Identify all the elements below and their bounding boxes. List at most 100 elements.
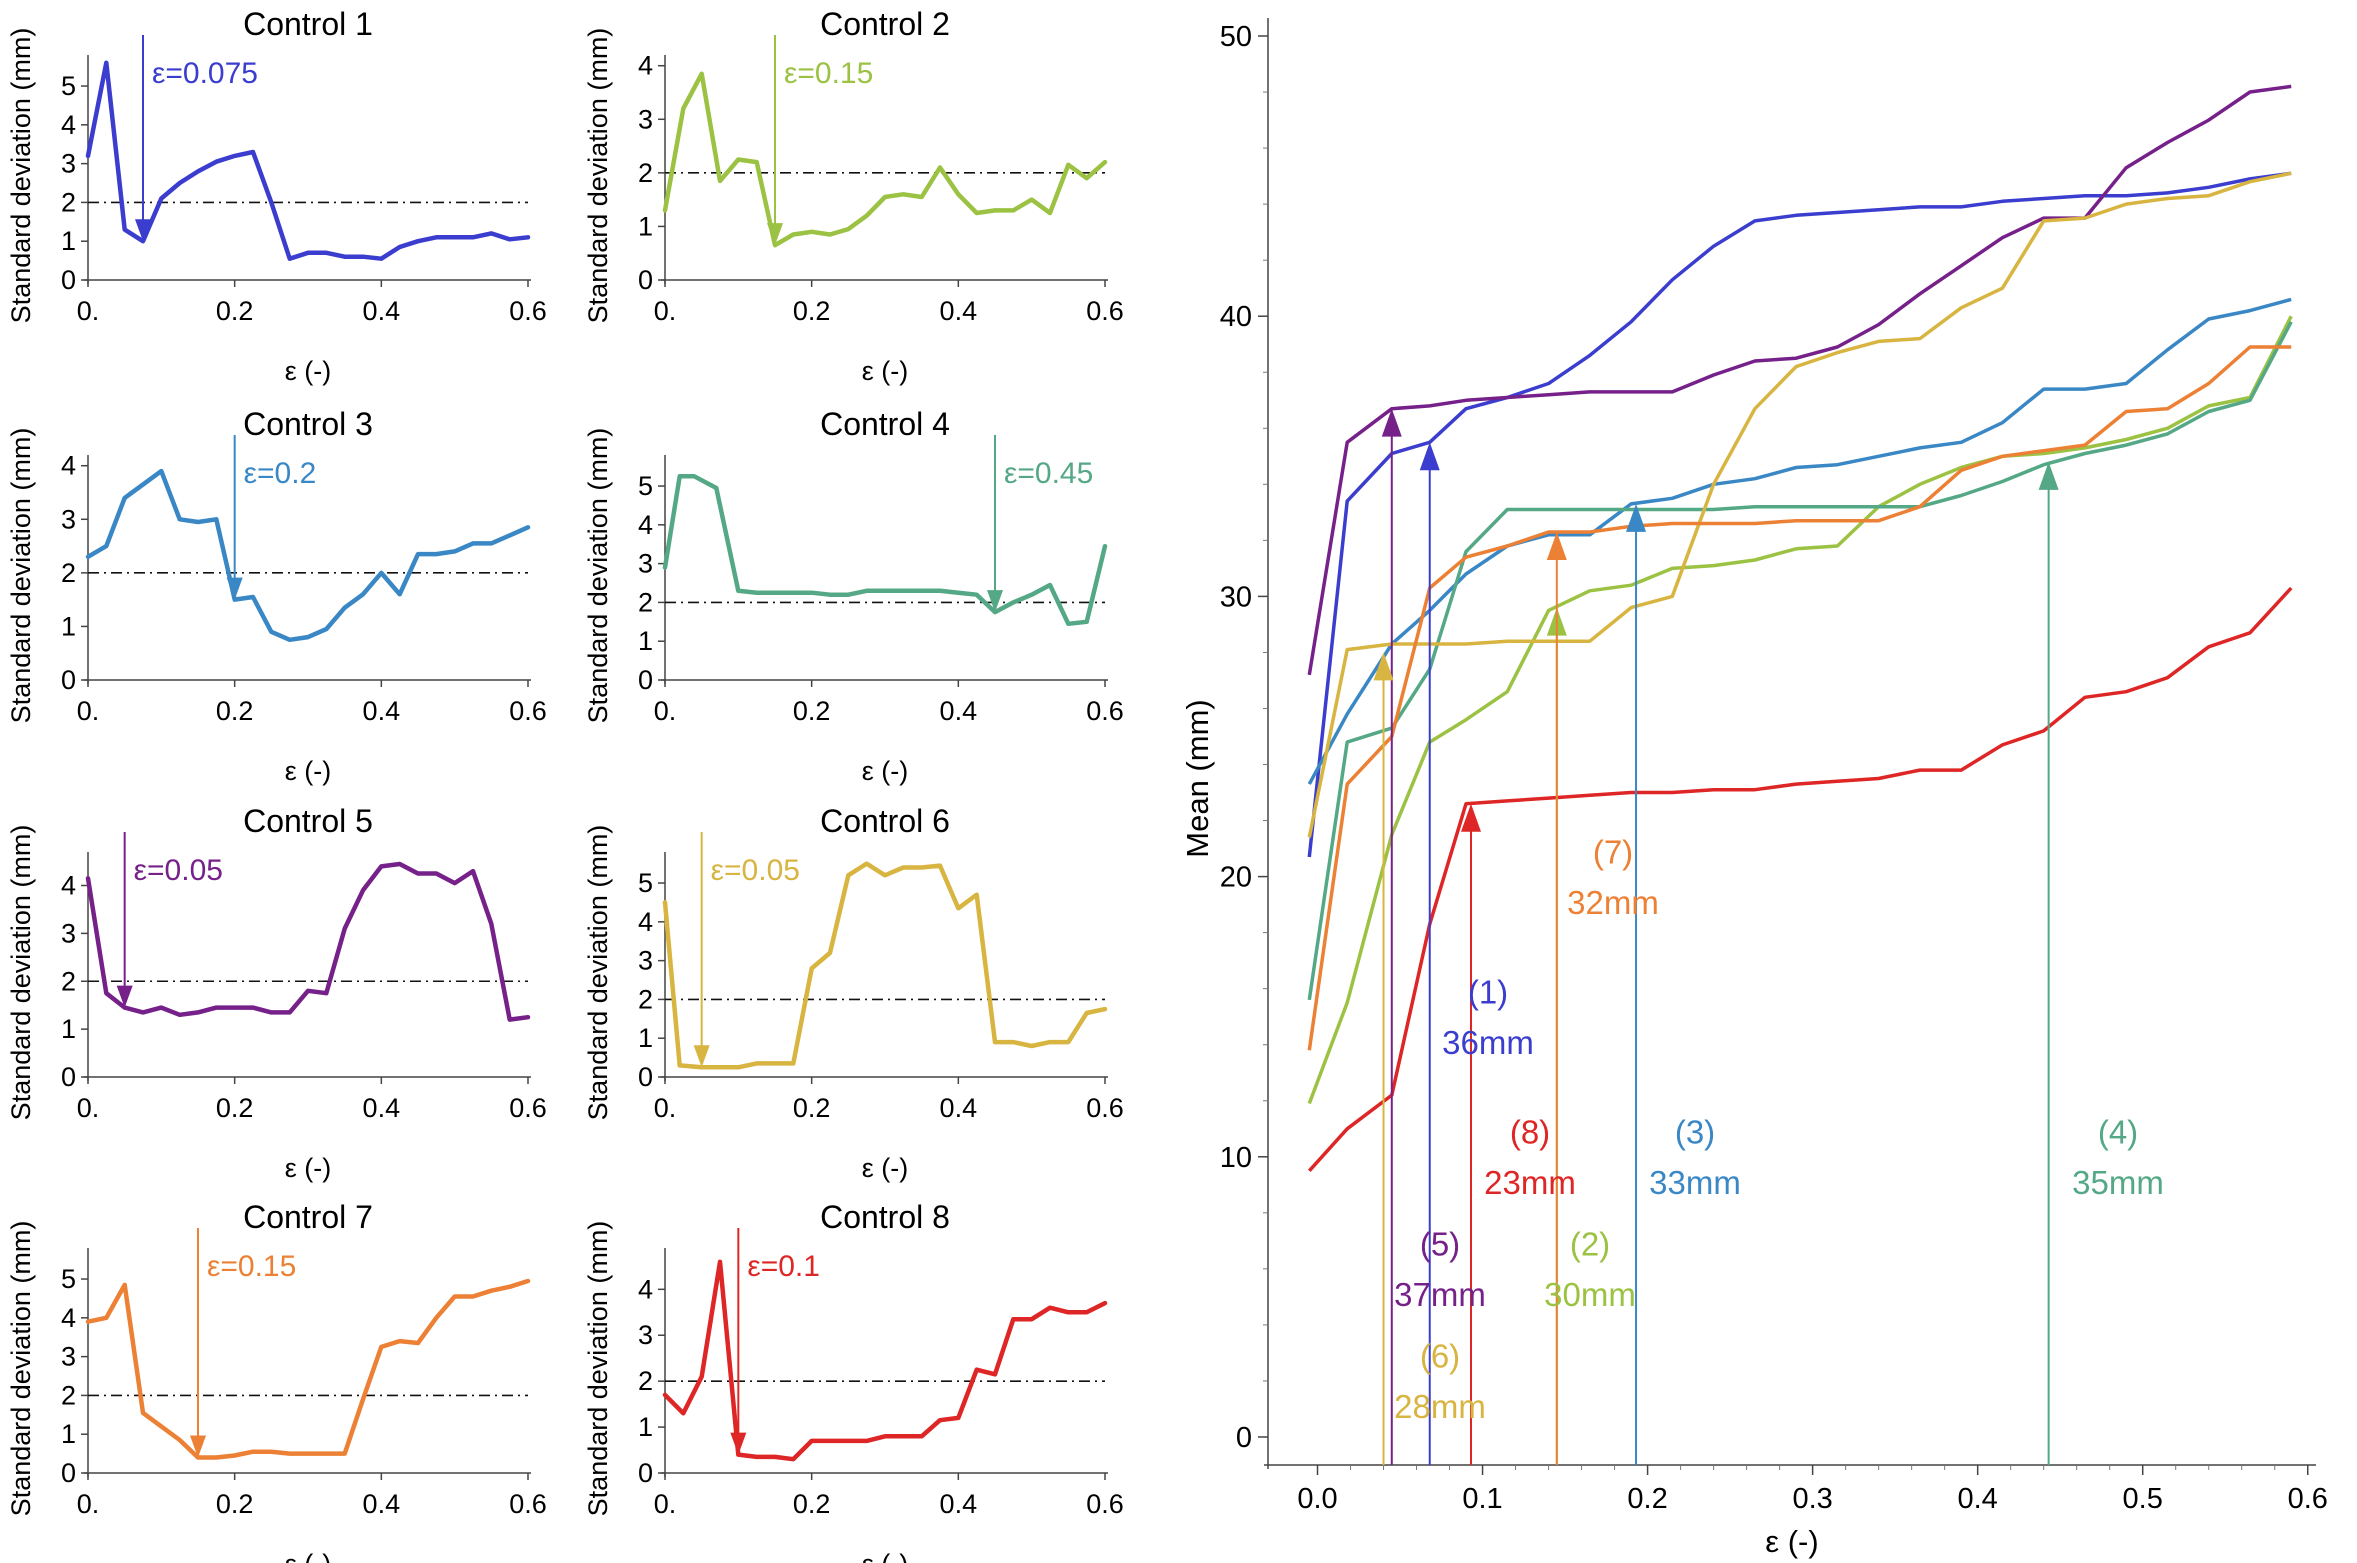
- epsilon-label: ε=0.05: [711, 854, 800, 887]
- control-panel-2: Control 2 0 1 2 3 4 0. 0.2 0.4 0.6 ε (-) Standard d…: [583, 6, 1124, 386]
- x-tick-label: 0.4: [363, 696, 401, 726]
- x-tick-label: 0.2: [793, 1093, 831, 1123]
- mean-marker-number: (1): [1468, 973, 1508, 1010]
- y-tick-label: 2: [61, 558, 76, 588]
- mean-marker-number: (8): [1510, 1114, 1550, 1151]
- control-panel-6: Control 6 0 1 2 3 4 5 0. 0.2 0.4 0.6 ε (-) Standard …: [583, 803, 1124, 1183]
- y-axis-label: Standard deviation (mm): [6, 1221, 36, 1517]
- y-tick-label: 0: [61, 1062, 76, 1092]
- mean-series-1: [1307, 171, 2292, 858]
- mean-x-tick-label: 0.2: [1627, 1483, 1667, 1515]
- y-axis-label: Standard deviation (mm): [583, 825, 613, 1121]
- x-tick-label: 0.: [77, 296, 100, 326]
- mean-marker-value: 33mm: [1649, 1164, 1741, 1201]
- y-tick-label: 2: [638, 587, 653, 617]
- y-axis-label: Standard deviation (mm): [6, 28, 36, 324]
- x-tick-label: 0.4: [940, 1489, 978, 1519]
- y-tick-label: 3: [61, 504, 76, 534]
- y-tick-label: 1: [638, 1023, 653, 1053]
- mean-series-7: [1307, 345, 2292, 1051]
- y-tick-label: 2: [638, 1366, 653, 1396]
- mean-marker-value: 35mm: [2072, 1164, 2164, 1201]
- y-axis-label: Standard deviation (mm): [583, 28, 613, 324]
- mean-marker-arrowhead: [1373, 652, 1394, 681]
- x-axis-label: ε (-): [862, 356, 909, 386]
- y-tick-label: 4: [61, 110, 76, 140]
- mean-marker-value: 32mm: [1567, 884, 1659, 921]
- mean-x-axis-label: ε (-): [1765, 1524, 1818, 1559]
- x-tick-label: 0.6: [1086, 296, 1124, 326]
- y-tick-label: 1: [61, 611, 76, 641]
- y-tick-label: 4: [61, 871, 76, 901]
- control-panel-1: Control 1 0 1 2 3 4 5 0. 0.2 0.4 0.6 ε (-) Standard …: [6, 6, 547, 386]
- mean-series-2: [1307, 315, 2293, 1105]
- mean-marker-arrowhead: [1460, 803, 1481, 832]
- x-tick-label: 0.2: [216, 296, 254, 326]
- y-tick-label: 2: [61, 966, 76, 996]
- mean-marker-number: (4): [2098, 1114, 2138, 1151]
- x-tick-label: 0.: [654, 1489, 677, 1519]
- y-tick-label: 0: [638, 1458, 653, 1488]
- epsilon-arrowhead: [226, 577, 243, 600]
- mean-series-4: [1307, 320, 2293, 1001]
- y-tick-label: 5: [638, 868, 653, 898]
- epsilon-label: ε=0.15: [207, 1250, 296, 1283]
- epsilon-arrowhead: [135, 219, 151, 242]
- y-tick-label: 1: [638, 211, 653, 241]
- data-series-line: [85, 1278, 531, 1460]
- x-tick-label: 0.4: [363, 1093, 401, 1123]
- y-tick-label: 4: [638, 510, 653, 540]
- mean-marker-number: (2): [1570, 1226, 1610, 1263]
- x-tick-label: 0.: [654, 696, 677, 726]
- data-series-line: [662, 474, 1108, 627]
- y-tick-label: 0: [61, 1458, 76, 1488]
- x-axis-label: ε (-): [285, 756, 332, 786]
- mean-marker-arrowhead: [1419, 442, 1440, 471]
- x-tick-label: 0.6: [1086, 1093, 1124, 1123]
- mean-y-tick-label: 0: [1236, 1422, 1252, 1454]
- data-series-line: [85, 60, 531, 261]
- panel-title: Control 2: [820, 6, 950, 42]
- mean-marker-value: 30mm: [1544, 1276, 1636, 1313]
- mean-marker-arrowhead: [2038, 461, 2059, 490]
- y-tick-label: 3: [638, 946, 653, 976]
- x-axis-label: ε (-): [285, 356, 332, 386]
- x-tick-label: 0.6: [509, 696, 547, 726]
- epsilon-label: ε=0.05: [134, 854, 223, 887]
- mean-marker-number: (7): [1593, 833, 1633, 870]
- epsilon-arrowhead: [987, 590, 1003, 613]
- epsilon-label: ε=0.2: [244, 457, 317, 490]
- y-tick-label: 2: [638, 984, 653, 1014]
- x-tick-label: 0.4: [363, 1489, 401, 1519]
- x-axis-label: ε (-): [862, 1153, 909, 1183]
- panel-title: Control 4: [820, 406, 950, 442]
- y-axis-label: Standard deviation (mm): [6, 428, 36, 724]
- mean-x-tick-label: 0.6: [2288, 1483, 2328, 1515]
- mean-marker-value: 23mm: [1484, 1164, 1576, 1201]
- x-tick-label: 0.2: [793, 696, 831, 726]
- x-tick-label: 0.2: [793, 296, 831, 326]
- mean-series-6: [1307, 171, 2292, 838]
- epsilon-arrowhead: [116, 985, 133, 1008]
- mean-x-tick-label: 0.4: [1958, 1483, 1998, 1515]
- mean-marker-value: 36mm: [1442, 1024, 1534, 1061]
- control-panel-8: Control 8 0 1 2 3 4 0. 0.2 0.4 0.6 ε (-) Standard d…: [583, 1199, 1124, 1563]
- data-series-line: [662, 71, 1108, 248]
- panel-title: Control 3: [243, 406, 373, 442]
- y-tick-label: 2: [61, 187, 76, 217]
- y-tick-label: 5: [61, 1264, 76, 1294]
- y-tick-label: 4: [638, 51, 653, 81]
- x-axis-label: ε (-): [285, 1549, 332, 1563]
- y-axis-label: Standard deviation (mm): [583, 428, 613, 724]
- mean-x-tick-label: 0.3: [1792, 1483, 1832, 1515]
- mean-y-tick-label: 20: [1220, 862, 1252, 894]
- x-tick-label: 0.: [77, 696, 100, 726]
- x-tick-label: 0.2: [793, 1489, 831, 1519]
- mean-marker-value: 37mm: [1394, 1276, 1486, 1313]
- x-tick-label: 0.2: [216, 1489, 254, 1519]
- y-tick-label: 3: [638, 104, 653, 134]
- x-tick-label: 0.6: [509, 1093, 547, 1123]
- mean-marker-arrowhead: [1381, 408, 1402, 437]
- y-tick-label: 0: [61, 665, 76, 695]
